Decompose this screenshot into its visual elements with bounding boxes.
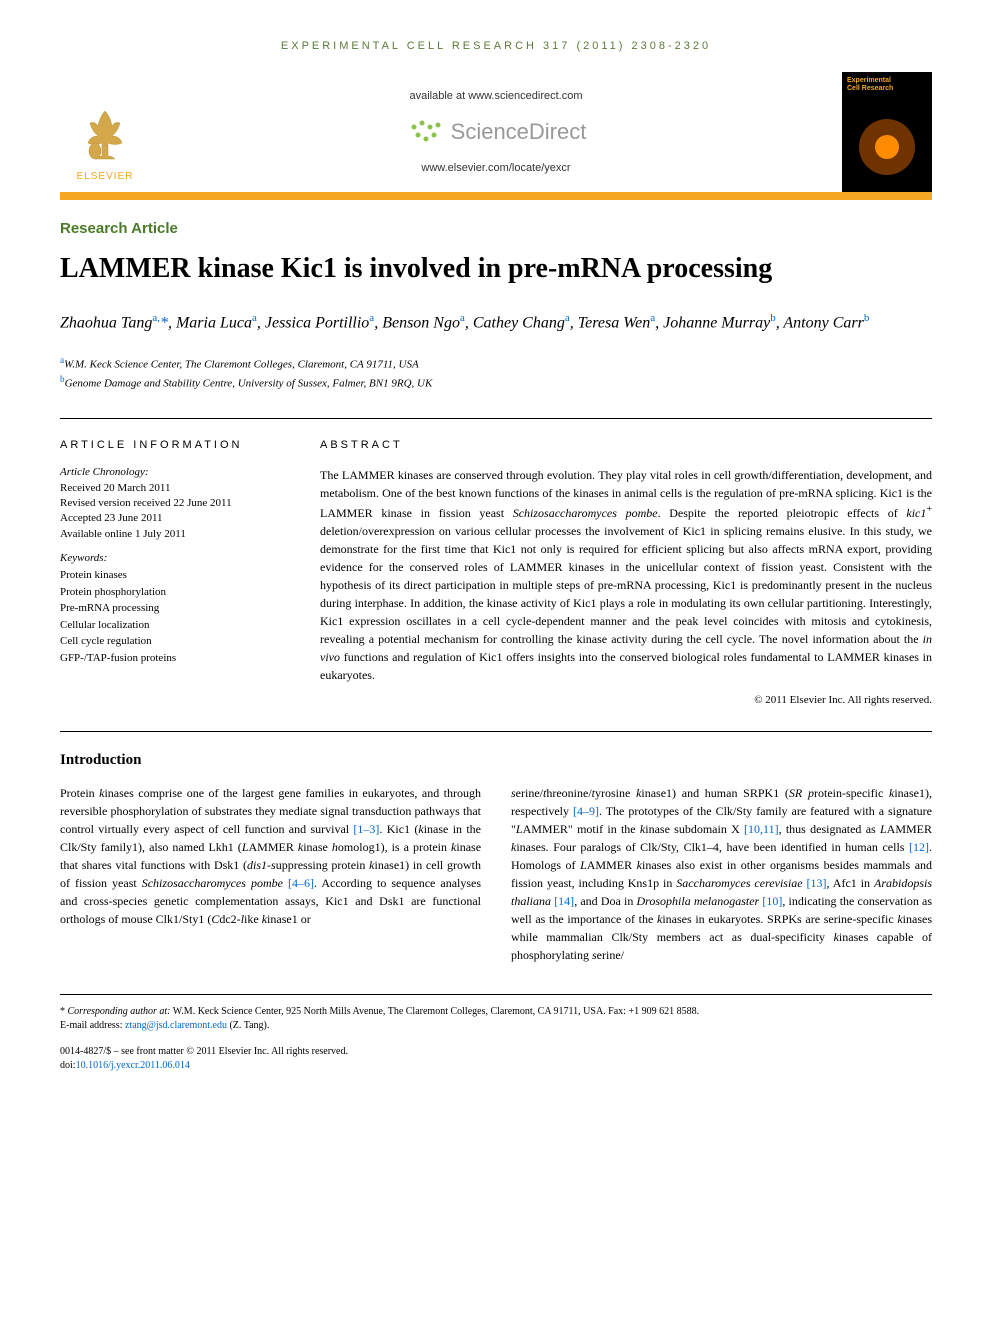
sciencedirect-icon bbox=[406, 117, 446, 147]
article-title: LAMMER kinase Kic1 is involved in pre-mR… bbox=[60, 252, 932, 286]
journal-header: EXPERIMENTAL CELL RESEARCH 317 (2011) 23… bbox=[60, 40, 932, 52]
authors-list: Zhaohua Tanga,*, Maria Lucaa, Jessica Po… bbox=[60, 311, 932, 335]
sciencedirect-logo[interactable]: ScienceDirect bbox=[150, 117, 842, 147]
keywords-label: Keywords: bbox=[60, 552, 280, 564]
article-type-label: Research Article bbox=[60, 220, 932, 237]
available-at-text: available at www.sciencedirect.com bbox=[150, 90, 842, 102]
locate-url[interactable]: www.elsevier.com/locate/yexcr bbox=[150, 162, 842, 174]
article-info: ARTICLE INFORMATION Article Chronology: … bbox=[60, 439, 280, 706]
journal-cover: ExperimentalCell Research bbox=[842, 72, 932, 192]
abstract-heading: ABSTRACT bbox=[320, 439, 932, 451]
header-center: available at www.sciencedirect.com Scien… bbox=[150, 90, 842, 174]
affiliations: aW.M. Keck Science Center, The Claremont… bbox=[60, 354, 932, 392]
keywords-list: Protein kinasesProtein phosphorylationPr… bbox=[60, 567, 280, 666]
abstract: ABSTRACT The LAMMER kinases are conserve… bbox=[320, 439, 932, 706]
info-abstract-section: ARTICLE INFORMATION Article Chronology: … bbox=[60, 439, 932, 706]
cover-art-icon bbox=[842, 72, 932, 192]
chronology-label: Article Chronology: bbox=[60, 466, 280, 478]
email-person: (Z. Tang). bbox=[227, 1020, 269, 1031]
issn-text: 0014-4827/$ – see front matter © 2011 El… bbox=[60, 1045, 932, 1059]
doi-line: doi:10.1016/j.yexcr.2011.06.014 bbox=[60, 1059, 932, 1073]
divider bbox=[60, 418, 932, 419]
info-heading: ARTICLE INFORMATION bbox=[60, 439, 280, 451]
elsevier-tree-icon bbox=[70, 101, 140, 171]
intro-columns: Protein kinases comprise one of the larg… bbox=[60, 784, 932, 964]
intro-heading: Introduction bbox=[60, 752, 932, 769]
intro-col1: Protein kinases comprise one of the larg… bbox=[60, 784, 481, 964]
chronology-text: Received 20 March 2011Revised version re… bbox=[60, 481, 280, 543]
elsevier-text: ELSEVIER bbox=[77, 171, 134, 182]
copyright-text: © 2011 Elsevier Inc. All rights reserved… bbox=[320, 694, 932, 706]
email-label: E-mail address: bbox=[60, 1020, 125, 1031]
abstract-text: The LAMMER kinases are conserved through… bbox=[320, 466, 932, 684]
corresponding-author: * Corresponding author at: W.M. Keck Sci… bbox=[60, 1005, 932, 1019]
doi-label: doi: bbox=[60, 1060, 76, 1071]
elsevier-logo: ELSEVIER bbox=[60, 82, 150, 182]
doi-link[interactable]: 10.1016/j.yexcr.2011.06.014 bbox=[76, 1060, 190, 1071]
divider bbox=[60, 731, 932, 732]
sciencedirect-text: ScienceDirect bbox=[451, 119, 587, 145]
email-line: E-mail address: ztang@jsd.claremont.edu … bbox=[60, 1019, 932, 1033]
email-link[interactable]: ztang@jsd.claremont.edu bbox=[125, 1020, 227, 1031]
intro-col2: serine/threonine/tyrosine kinase1) and h… bbox=[511, 784, 932, 964]
publisher-header: ELSEVIER available at www.sciencedirect.… bbox=[60, 72, 932, 200]
footer: * Corresponding author at: W.M. Keck Sci… bbox=[60, 994, 932, 1073]
